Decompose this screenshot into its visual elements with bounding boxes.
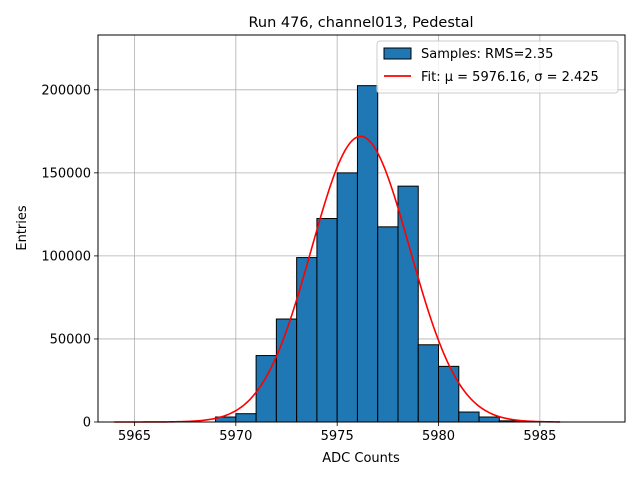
histogram-bar	[478, 416, 500, 423]
legend-histogram-swatch	[383, 47, 412, 60]
x-tick-label: 5980	[422, 429, 455, 444]
histogram-bar	[417, 344, 440, 423]
histogram-bar	[458, 411, 480, 423]
plot-frame	[97, 34, 626, 423]
x-tick-label: 5975	[321, 429, 354, 444]
histogram-bar	[275, 318, 298, 423]
legend-fit-label: Fit: μ = 5976.16, σ = 2.425	[421, 70, 599, 85]
y-axis-label: Entries	[15, 205, 30, 251]
histogram-bar	[438, 365, 460, 423]
x-axis-label: ADC Counts	[322, 451, 400, 466]
fit-curve-group	[114, 135, 561, 423]
histogram-bar	[235, 413, 257, 423]
x-axis-ticks: 5965 5970 5975 5980 5985	[118, 422, 556, 444]
histogram-bar	[377, 226, 399, 423]
x-tick-label: 5985	[523, 429, 556, 444]
histogram-bar	[296, 257, 318, 423]
fit-curve	[114, 135, 561, 423]
y-tick-label: 200000	[41, 83, 91, 98]
x-tick-label: 5970	[219, 429, 252, 444]
y-tick-label: 0	[83, 416, 91, 431]
legend-histogram-label: Samples: RMS=2.35	[421, 47, 553, 62]
chart-title: Run 476, channel013, Pedestal	[248, 15, 473, 31]
x-tick-label: 5965	[118, 429, 151, 444]
y-tick-label: 50000	[50, 332, 91, 347]
histogram-bar	[397, 185, 419, 423]
legend-box	[376, 40, 619, 94]
legend: Samples: RMS=2.35 Fit: μ = 5976.16, σ = …	[376, 40, 619, 94]
y-axis-ticks: 0 50000 100000 150000 200000	[41, 83, 98, 431]
y-tick-label: 100000	[41, 249, 91, 264]
histogram-bars	[215, 85, 541, 423]
histogram-bar	[316, 218, 338, 423]
histogram-bar	[336, 172, 358, 423]
y-tick-label: 150000	[41, 166, 91, 181]
